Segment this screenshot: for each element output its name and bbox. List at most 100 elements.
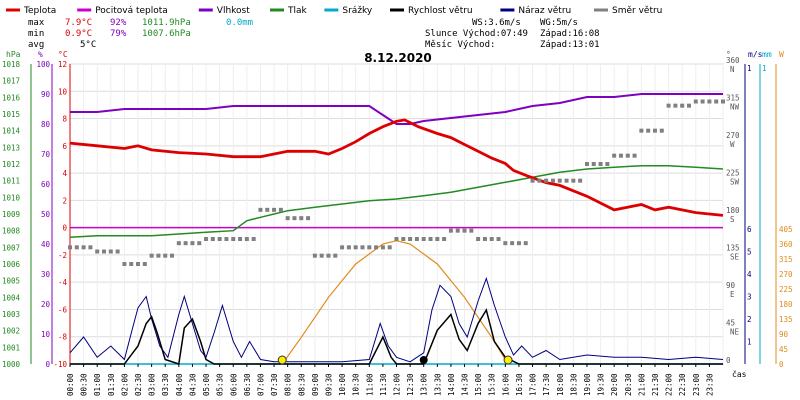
wind-direction-point: [707, 99, 712, 104]
wind-direction-point: [190, 241, 195, 246]
axes: 1018101710161015101410131012101110101009…: [2, 56, 793, 369]
time-tick-label: 12:30: [406, 373, 415, 396]
time-tick-label: 17:00: [529, 373, 538, 396]
wind-direction-point: [523, 241, 528, 246]
humidity-tick: 40: [41, 240, 51, 249]
direction-tick: 180: [726, 206, 740, 215]
stat-min-humidity: 79%: [110, 29, 127, 39]
wind-direction-point: [374, 245, 379, 250]
time-tick-label: 11:00: [365, 373, 374, 396]
wind-direction-point: [387, 245, 392, 250]
time-tick-label: 09:30: [324, 373, 333, 396]
wind-direction-point: [340, 245, 345, 250]
solar-tick: 315: [779, 255, 793, 264]
time-tick-label: 14:30: [461, 373, 470, 396]
time-tick-label: 01:00: [93, 373, 102, 396]
wind-tick: 2: [747, 315, 752, 324]
pressure-tick: 1001: [2, 343, 20, 352]
wind-direction-point: [122, 262, 127, 266]
temp-tick: 8: [62, 115, 67, 124]
wind-direction-point: [156, 253, 161, 258]
wind-direction-point: [639, 128, 644, 133]
wind-direction-point: [299, 216, 304, 221]
direction-tick: 135: [726, 244, 740, 253]
pressure-tick: 1004: [2, 293, 21, 302]
wind-tick: 1: [747, 64, 752, 73]
stat-moonrise: Měsíc Východ:: [425, 40, 495, 50]
direction-tick: 270: [726, 131, 740, 140]
wind-direction-point: [510, 241, 515, 246]
wind-direction-point: [68, 245, 72, 250]
series-pressure: [69, 164, 724, 239]
axis-head-w: W: [779, 50, 784, 59]
time-tick-label: 07:30: [270, 373, 279, 396]
time-tick-label: 18:30: [569, 373, 578, 396]
temp-tick: 4: [62, 169, 67, 178]
time-tick-label: 15:00: [474, 373, 483, 396]
wind-direction-point: [516, 241, 521, 246]
wind-direction-point: [367, 245, 372, 250]
wind-direction-point: [414, 237, 419, 241]
temp-tick: 0: [62, 224, 67, 233]
time-axis-unit: čas: [732, 369, 747, 379]
wind-direction-point: [455, 228, 460, 233]
wind-direction-point: [183, 241, 188, 246]
wind-direction-point: [469, 228, 474, 233]
wind-tick: 5: [747, 248, 752, 257]
temp-tick: -2: [58, 251, 67, 260]
direction-tick: 360: [726, 56, 740, 65]
direction-name: E: [730, 290, 735, 299]
temp-tick: -10: [53, 360, 67, 369]
wind-direction-point: [408, 237, 413, 241]
direction-name: W: [730, 140, 735, 149]
wind-direction-point: [578, 178, 583, 183]
wind-direction-point: [81, 245, 86, 250]
axis-head-hpa: hPa: [6, 50, 21, 59]
rain-tick: 1: [762, 64, 767, 73]
legend-label-7: Směr větru: [612, 6, 662, 16]
moonset-marker: [419, 356, 428, 364]
humidity-tick: 20: [41, 300, 51, 309]
wind-direction-point: [659, 128, 664, 133]
stat-max-rain: 0.0mm: [226, 18, 253, 28]
humidity-tick: 10: [41, 330, 51, 339]
stat-wind-gust: WG:5m/s: [540, 18, 578, 28]
time-tick-label: 18:00: [556, 373, 565, 396]
legend-label-6: Náraz větru: [518, 6, 571, 16]
humidity-tick: 100: [36, 60, 50, 69]
wind-direction-point: [312, 253, 317, 258]
stat-avg-label: avg: [28, 40, 44, 50]
wind-direction-point: [163, 253, 168, 258]
time-tick-label: 16:30: [515, 373, 524, 396]
pressure-tick: 1009: [2, 210, 20, 219]
wind-direction-point: [537, 178, 542, 183]
stat-min-label: min: [28, 29, 44, 39]
direction-tick: 315: [726, 94, 740, 103]
wind-direction-point: [591, 162, 596, 166]
legend-label-3: Tlak: [287, 6, 308, 16]
wind-tick: 6: [747, 225, 752, 234]
time-tick-label: 00:30: [80, 373, 89, 396]
wind-direction-point: [550, 178, 555, 183]
wind-direction-point: [176, 241, 181, 246]
time-tick-label: 13:30: [433, 373, 442, 396]
time-tick-label: 19:30: [597, 373, 606, 396]
wind-direction-point: [136, 262, 141, 266]
wind-direction-point: [333, 253, 338, 258]
temp-tick: -4: [58, 278, 68, 287]
pressure-tick: 1010: [2, 193, 21, 202]
pressure-tick: 1007: [2, 243, 20, 252]
wind-direction-point: [700, 99, 705, 104]
humidity-tick: 70: [41, 150, 51, 159]
wind-direction-point: [88, 245, 93, 250]
wind-direction-point: [217, 237, 222, 241]
wind-direction-point: [482, 237, 487, 241]
legend: Teplota Pocitová teplota Vlhkost Tlak Srážky…: [6, 6, 662, 16]
pressure-tick: 1017: [2, 77, 20, 86]
plot-grid: [69, 63, 724, 365]
time-tick-label: 01:30: [107, 373, 116, 396]
wind-direction-point: [102, 249, 107, 254]
wind-direction-point: [360, 245, 365, 250]
wind-tick: 4: [747, 270, 752, 279]
